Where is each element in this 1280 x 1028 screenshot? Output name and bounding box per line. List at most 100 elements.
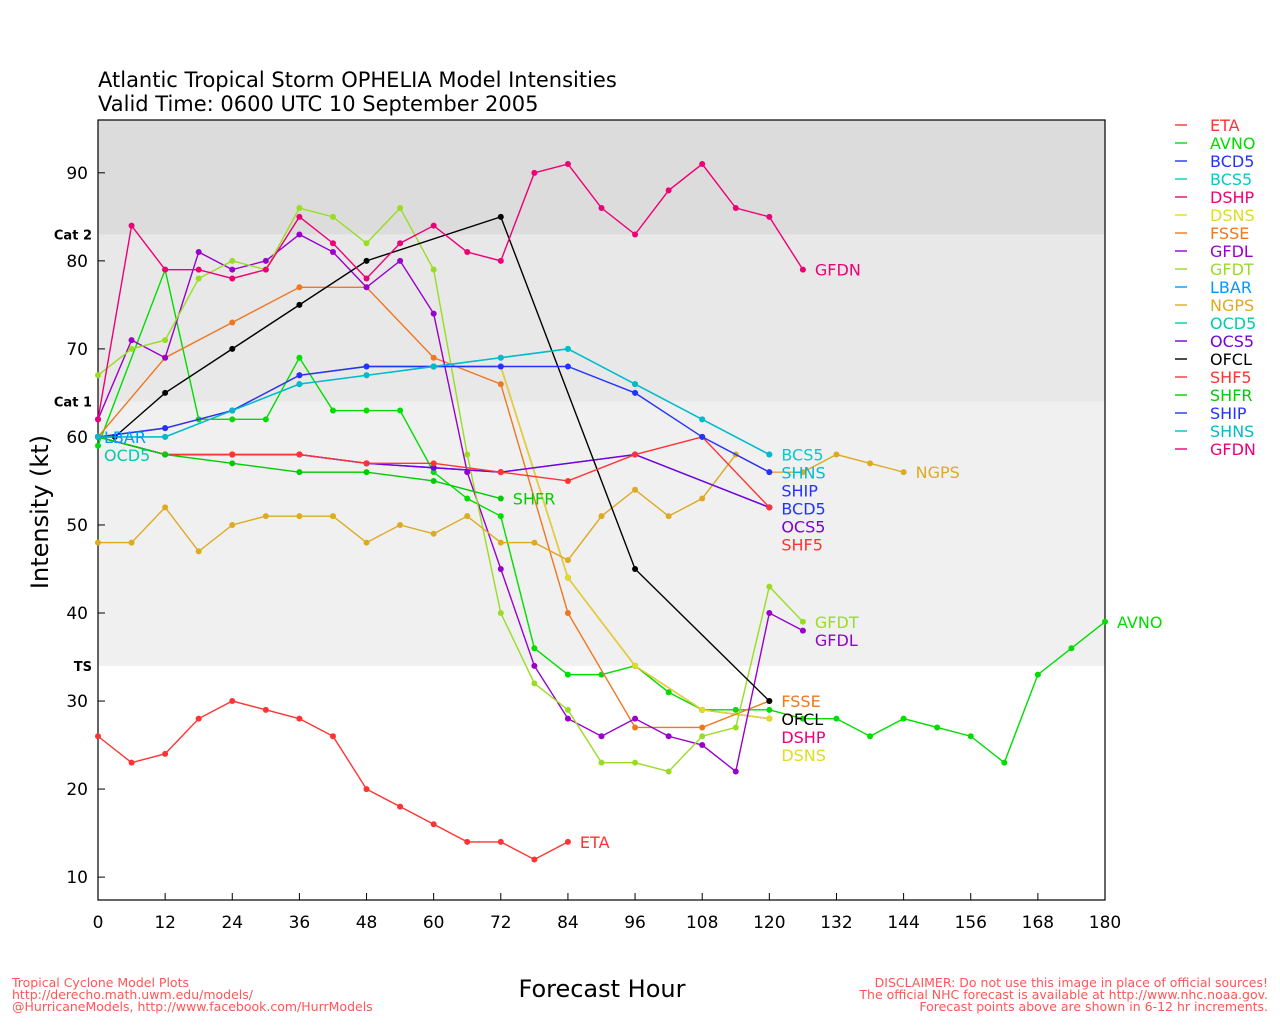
- footer-left-1: Tropical Cyclone Model Plots: [11, 975, 189, 990]
- data-point-ngps: [262, 513, 269, 520]
- data-point-gfdl: [363, 284, 370, 291]
- data-point-gfdt: [162, 337, 169, 344]
- data-point-ngps: [363, 539, 370, 546]
- series-label-gfdl: GFDL: [815, 631, 858, 650]
- data-point-ship: [632, 389, 639, 396]
- data-point-fsse: [229, 319, 236, 326]
- x-tick-label: 144: [887, 913, 919, 933]
- data-point-gfdt: [464, 451, 471, 458]
- data-point-gfdn: [397, 240, 404, 247]
- data-point-gfdn: [531, 169, 538, 176]
- data-point-ngps: [162, 504, 169, 511]
- data-point-gfdt: [598, 759, 605, 766]
- series-label-bcs5: BCS5: [781, 446, 823, 465]
- data-point-avno: [95, 442, 101, 449]
- band-1: [98, 234, 1105, 402]
- data-point-ofcl: [229, 345, 236, 352]
- data-point-avno: [1034, 671, 1041, 678]
- data-point-gfdl: [128, 337, 135, 344]
- data-point-gfdl: [665, 733, 672, 740]
- legend-entry-avno: AVNO: [1210, 134, 1255, 153]
- data-point-eta: [95, 733, 101, 740]
- y-axis-label: Intensity (kt): [26, 435, 54, 589]
- data-point-avno: [732, 706, 739, 713]
- x-tick-label: 84: [557, 913, 579, 933]
- data-point-fsse: [632, 724, 639, 731]
- legend-entry-lbar: LBAR: [1210, 278, 1252, 297]
- data-point-ofcl: [497, 213, 504, 220]
- data-point-eta: [531, 856, 538, 863]
- legend-entry-fsse: FSSE: [1210, 224, 1249, 243]
- series-line-gfdt: [97, 206, 804, 773]
- x-tick-label: 96: [624, 913, 646, 933]
- band-label: TS: [74, 660, 92, 675]
- data-point-dsns: [766, 715, 773, 722]
- data-point-shns: [699, 416, 706, 423]
- data-point-fsse: [699, 724, 706, 731]
- legend-entry-dsns: DSNS: [1210, 206, 1255, 225]
- series-label-ngps: NGPS: [916, 463, 960, 482]
- chart-title: Atlantic Tropical Storm OPHELIA Model In…: [98, 68, 617, 92]
- data-point-gfdt: [229, 257, 236, 264]
- legend-entry-dshp: DSHP: [1210, 188, 1255, 207]
- data-point-shf5: [632, 451, 639, 458]
- legend-entry-eta: ETA: [1210, 116, 1240, 135]
- data-point-avno: [934, 724, 941, 731]
- data-point-gfdn: [732, 205, 739, 212]
- data-point-gfdn: [766, 213, 773, 220]
- data-point-shfr: [430, 477, 437, 484]
- data-point-gfdl: [732, 768, 739, 775]
- series-label-ship: SHIP: [781, 482, 818, 501]
- data-point-avno: [867, 733, 874, 740]
- data-point-shns: [229, 407, 236, 414]
- data-point-ngps: [329, 513, 336, 520]
- data-point-gfdt: [95, 372, 101, 379]
- data-point-avno: [430, 469, 437, 476]
- data-point-dsns: [699, 706, 706, 713]
- chart-subtitle: Valid Time: 0600 UTC 10 September 2005: [98, 92, 538, 116]
- x-tick-label: 72: [490, 913, 512, 933]
- data-point-ofcl: [296, 301, 303, 308]
- x-tick-label: 12: [154, 913, 176, 933]
- series-label-fsse: FSSE: [781, 692, 820, 711]
- series-label-lbar: LBAR: [104, 428, 146, 447]
- data-point-gfdl: [632, 715, 639, 722]
- data-point-gfdl: [229, 266, 236, 273]
- data-point-dsns: [632, 662, 639, 669]
- data-point-shfr: [162, 451, 169, 458]
- data-point-gfdn: [296, 213, 303, 220]
- data-point-shfr: [229, 460, 236, 467]
- data-point-shns: [497, 354, 504, 361]
- data-point-ship: [162, 425, 169, 432]
- series-line-gfdl: [97, 233, 804, 773]
- data-point-avno: [531, 645, 538, 652]
- data-point-shf5: [564, 477, 571, 484]
- data-point-avno: [229, 416, 236, 423]
- series-label-dsns: DSNS: [781, 746, 826, 765]
- y-tick-label: 60: [66, 428, 88, 448]
- data-point-avno: [900, 715, 907, 722]
- data-point-ofcl: [766, 698, 773, 705]
- series-label-shns: SHNS: [781, 464, 825, 483]
- data-point-gfdl: [766, 610, 773, 617]
- data-point-ngps: [95, 539, 101, 546]
- data-point-shf5: [363, 460, 370, 467]
- x-tick-label: 168: [1022, 913, 1054, 933]
- data-point-gfdn: [598, 205, 605, 212]
- data-point-gfdt: [564, 706, 571, 713]
- data-point-gfdt: [397, 205, 404, 212]
- y-tick-label: 40: [66, 604, 88, 624]
- data-point-eta: [162, 750, 169, 757]
- legend-entry-shf5: SHF5: [1210, 368, 1252, 387]
- series-line-gfdn: [97, 163, 804, 420]
- data-point-shf5: [497, 469, 504, 476]
- x-tick-label: 132: [820, 913, 852, 933]
- data-point-shf5: [430, 460, 437, 467]
- band-2: [98, 120, 1105, 235]
- series-label-ocs5: OCS5: [781, 518, 825, 537]
- data-point-dsns: [564, 574, 571, 581]
- data-point-ngps: [699, 495, 706, 502]
- data-point-gfdn: [162, 266, 169, 273]
- y-tick-label: 20: [66, 780, 88, 800]
